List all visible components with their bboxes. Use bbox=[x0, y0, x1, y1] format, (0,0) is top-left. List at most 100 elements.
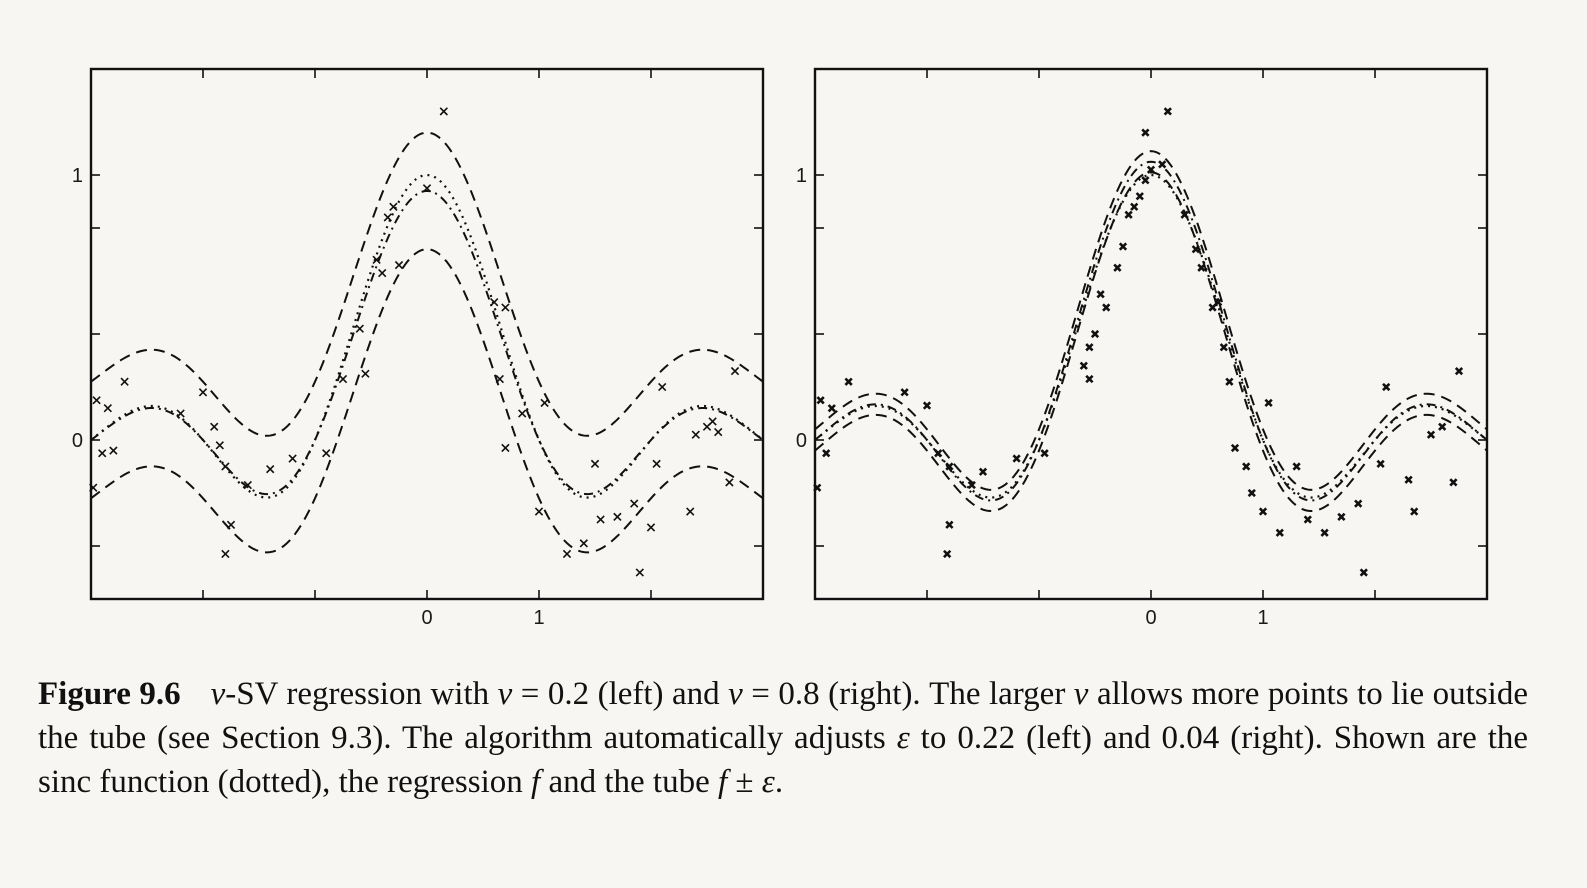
curve-dashdot bbox=[91, 189, 763, 496]
data-point bbox=[109, 446, 118, 455]
data-point-stroke bbox=[1454, 366, 1464, 376]
caption-math-symbol: ν bbox=[1073, 676, 1089, 712]
caption-text-run: = 0.8 (right). The larger bbox=[742, 676, 1074, 712]
data-point-stroke bbox=[646, 523, 656, 532]
data-point-stroke bbox=[210, 422, 219, 431]
data-point-stroke bbox=[725, 478, 734, 487]
curve-dashed bbox=[91, 131, 763, 437]
data-point bbox=[900, 388, 909, 397]
figure-caption: Figure 9.6 ν-SV regression with ν = 0.2 (… bbox=[38, 672, 1528, 804]
data-point-stroke bbox=[1303, 515, 1312, 524]
data-point-stroke bbox=[708, 417, 717, 426]
caption-math-symbol: f bbox=[531, 764, 541, 800]
data-point bbox=[1208, 303, 1217, 312]
data-point bbox=[1158, 160, 1167, 169]
data-point bbox=[945, 462, 954, 471]
data-point bbox=[1303, 515, 1312, 524]
data-point bbox=[1410, 507, 1419, 516]
data-point bbox=[288, 454, 297, 463]
data-point-stroke bbox=[1258, 507, 1268, 516]
data-point bbox=[978, 467, 988, 476]
data-point bbox=[389, 202, 398, 211]
data-point-stroke bbox=[518, 409, 527, 418]
data-point-stroke bbox=[827, 404, 836, 413]
data-point bbox=[1320, 528, 1329, 537]
data-point bbox=[176, 409, 185, 418]
data-point bbox=[210, 422, 219, 431]
data-point bbox=[562, 549, 572, 559]
data-point-stroke bbox=[355, 324, 364, 333]
data-point bbox=[1382, 382, 1391, 392]
data-point-stroke bbox=[490, 298, 499, 307]
data-point-stroke bbox=[389, 202, 398, 211]
data-point bbox=[658, 382, 667, 392]
data-point-stroke bbox=[822, 449, 831, 458]
data-point-stroke bbox=[1292, 462, 1301, 471]
data-point bbox=[725, 478, 734, 487]
data-point-stroke bbox=[288, 454, 297, 463]
caption-math-symbol: ν bbox=[210, 676, 226, 712]
data-point-stroke bbox=[1163, 107, 1172, 116]
data-point bbox=[646, 523, 656, 532]
data-point-stroke bbox=[322, 449, 331, 458]
data-point bbox=[1225, 377, 1234, 386]
caption-text: ν-SV regression with ν = 0.2 (left) and … bbox=[38, 676, 1528, 800]
data-point-stroke bbox=[596, 515, 605, 524]
data-point bbox=[1141, 176, 1150, 185]
data-point bbox=[372, 255, 381, 264]
data-point-stroke bbox=[652, 459, 661, 469]
data-point bbox=[613, 512, 622, 522]
data-point-stroke bbox=[338, 374, 348, 384]
data-point-stroke bbox=[1146, 165, 1156, 174]
data-point-stroke bbox=[1118, 242, 1128, 251]
data-point-stroke bbox=[1449, 478, 1458, 487]
data-point bbox=[422, 184, 432, 193]
data-point-stroke bbox=[1085, 343, 1094, 352]
data-point-stroke bbox=[978, 467, 988, 476]
data-point bbox=[1454, 366, 1464, 376]
data-point bbox=[1404, 475, 1413, 484]
data-point bbox=[266, 464, 275, 474]
data-point bbox=[596, 515, 605, 524]
data-point bbox=[1258, 507, 1268, 516]
data-point-stroke bbox=[1090, 329, 1100, 339]
data-point-stroke bbox=[1359, 568, 1368, 577]
data-point bbox=[1376, 459, 1385, 468]
data-point-stroke bbox=[1102, 303, 1111, 312]
data-point bbox=[1118, 242, 1128, 251]
data-point bbox=[215, 441, 224, 450]
caption-text-run: = 0.2 (left) and bbox=[512, 676, 729, 712]
data-point-stroke bbox=[1079, 361, 1088, 370]
data-point bbox=[1085, 374, 1094, 384]
data-point bbox=[1275, 528, 1284, 537]
data-point bbox=[816, 396, 825, 405]
data-point bbox=[98, 449, 107, 458]
curve-dashed bbox=[91, 248, 763, 554]
caption-text-run: . bbox=[774, 764, 784, 800]
data-point bbox=[1079, 361, 1088, 370]
data-point bbox=[1146, 165, 1156, 174]
data-point-stroke bbox=[1337, 512, 1346, 521]
data-point-stroke bbox=[383, 213, 392, 222]
data-point-stroke bbox=[1410, 507, 1419, 516]
data-point bbox=[630, 499, 639, 508]
data-point bbox=[1180, 210, 1189, 219]
data-point-stroke bbox=[945, 462, 954, 471]
data-point-stroke bbox=[198, 388, 208, 397]
data-point bbox=[635, 568, 644, 577]
axes-frame bbox=[813, 67, 1489, 601]
data-point-stroke bbox=[1197, 263, 1206, 272]
data-point-stroke bbox=[176, 409, 185, 418]
data-point bbox=[338, 374, 348, 384]
data-point-stroke bbox=[813, 483, 822, 492]
data-point bbox=[590, 459, 600, 469]
data-point bbox=[1124, 210, 1133, 219]
y-tick-label: 0 bbox=[72, 430, 83, 452]
data-point bbox=[691, 430, 700, 439]
data-point-stroke bbox=[1141, 176, 1150, 185]
data-point-stroke bbox=[630, 499, 639, 508]
data-point bbox=[1163, 107, 1172, 116]
data-point-stroke bbox=[635, 568, 644, 577]
data-point bbox=[730, 366, 740, 376]
data-point-stroke bbox=[1096, 290, 1105, 299]
